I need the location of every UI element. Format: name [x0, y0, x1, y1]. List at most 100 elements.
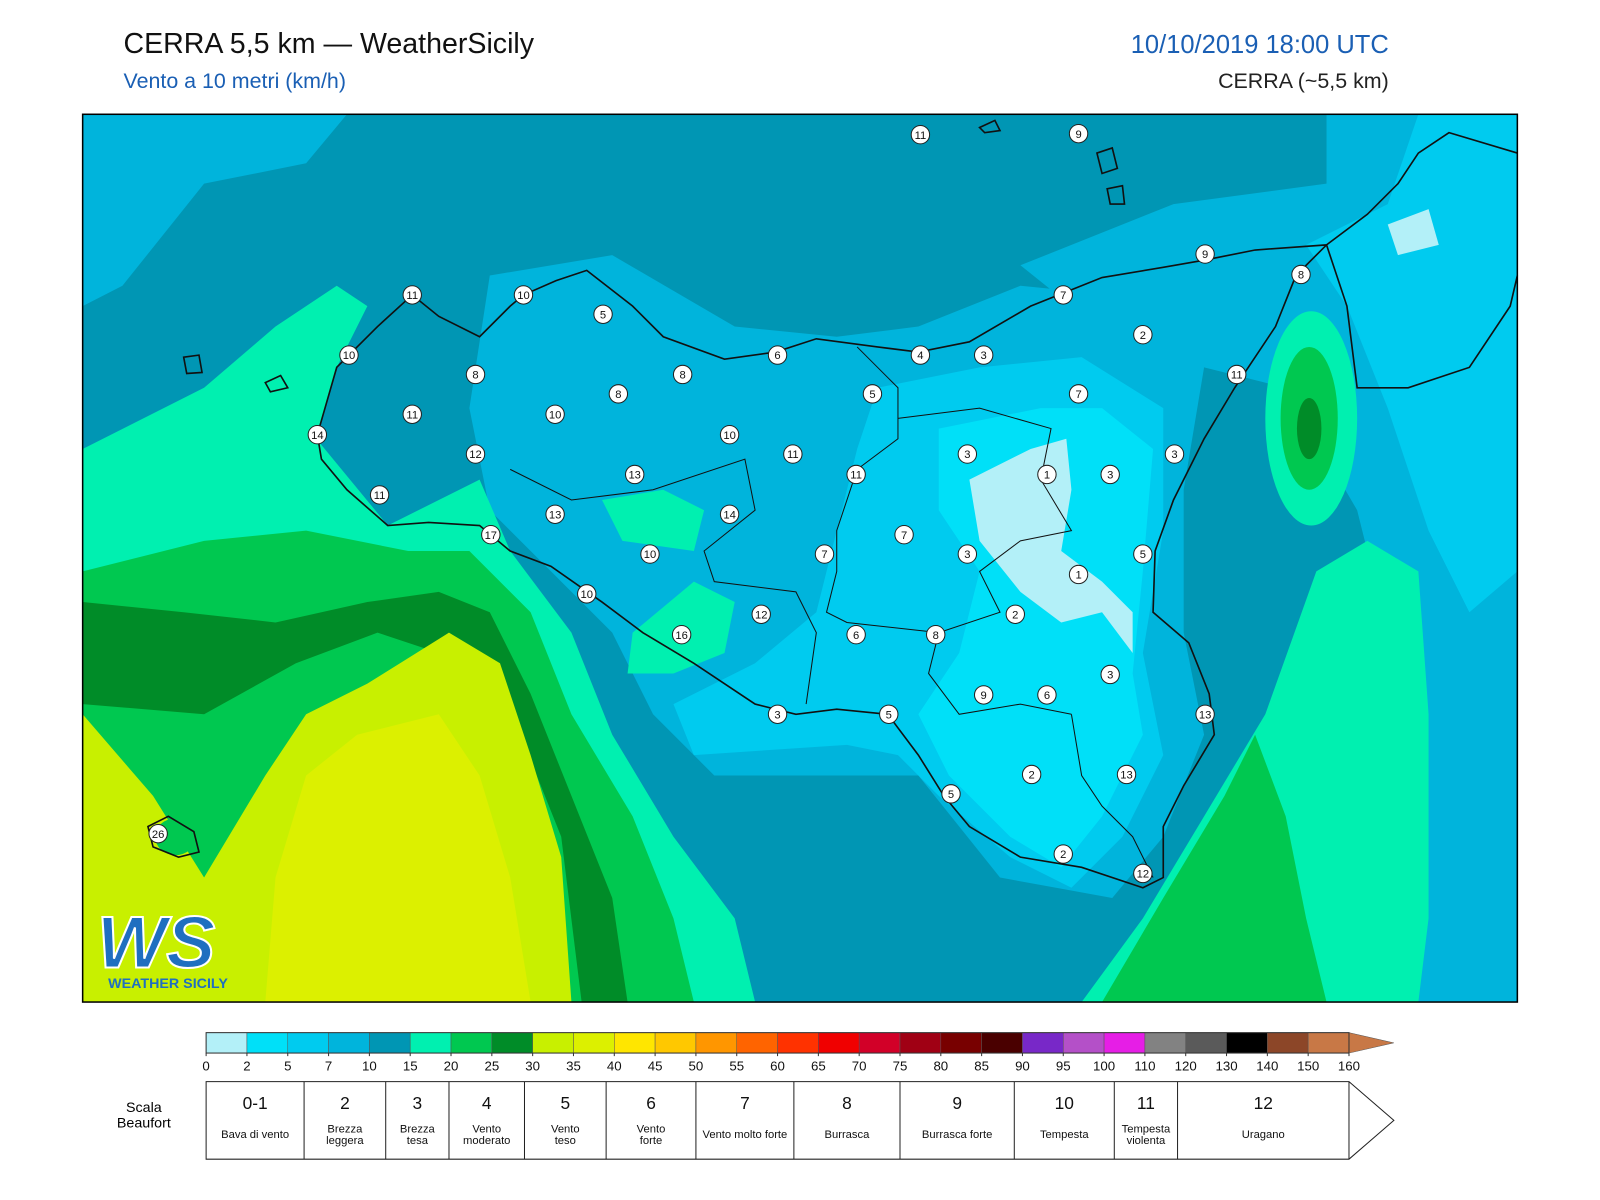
color-bin: [1063, 1032, 1105, 1054]
station-marker: [1068, 564, 1089, 585]
station: 8: [608, 384, 629, 404]
station: 13: [1116, 764, 1137, 785]
station: 3: [957, 444, 978, 464]
beaufort-force: 6: [646, 1093, 656, 1113]
station-marker: [1100, 664, 1120, 685]
station: 6: [846, 625, 866, 645]
station: 3: [1164, 444, 1185, 464]
station-value: 5: [600, 309, 606, 321]
colorbar-tick-label: 5: [284, 1058, 291, 1073]
colorbar-tick-label: 45: [648, 1058, 663, 1073]
colorbar-tick-label: 7: [325, 1058, 332, 1073]
color-bin: [1307, 1032, 1350, 1054]
station-value: 12: [469, 449, 481, 461]
beaufort-force: 7: [740, 1093, 750, 1113]
station-marker: [1053, 844, 1073, 864]
station-marker: [339, 345, 359, 365]
station-value: 3: [1107, 670, 1113, 682]
station-marker: [1068, 384, 1089, 404]
beaufort-name: Tempesta violenta: [1122, 1124, 1171, 1147]
station-marker: [1133, 325, 1153, 345]
station: 12: [465, 444, 486, 464]
color-bin: [450, 1032, 493, 1054]
station-marker: [1195, 704, 1215, 724]
station-value: 10: [580, 589, 592, 601]
station: 11: [369, 485, 390, 505]
color-bin: [899, 1032, 942, 1054]
station-marker: [941, 784, 961, 804]
station-value: 4: [917, 350, 923, 362]
station-marker: [767, 345, 788, 365]
station-marker: [481, 525, 501, 545]
station-marker: [783, 444, 803, 464]
station-marker: [1037, 464, 1057, 485]
station-value: 7: [901, 530, 907, 542]
station-marker: [910, 125, 931, 145]
station: 11: [402, 404, 422, 424]
color-bin: [818, 1032, 860, 1054]
station-marker: [1100, 464, 1120, 485]
station-value: 2: [1060, 849, 1066, 861]
station-marker: [894, 525, 914, 545]
station-value: 11: [406, 409, 418, 421]
station-value: 12: [755, 609, 767, 621]
station-marker: [1005, 604, 1025, 624]
station-marker: [814, 544, 835, 564]
logo: WS WEATHER SICILY: [96, 899, 228, 991]
colorbar-tick-label: 10: [362, 1058, 377, 1073]
beaufort-force: 11: [1137, 1093, 1155, 1113]
station-value: 11: [850, 470, 862, 482]
station-value: 6: [774, 350, 780, 362]
color-bin: [1022, 1032, 1064, 1054]
station: 5: [593, 304, 613, 324]
station-value: 10: [644, 549, 656, 561]
beaufort-force: 0-1: [243, 1093, 268, 1113]
station-value: 5: [948, 789, 954, 801]
station-marker: [1195, 244, 1215, 264]
colorbar: 0 2 5 7 10 15 20 25 30 35 40 45 50 55 60 65 70 75 80 85 90 95…: [202, 1032, 1394, 1073]
beaufort-force: 3: [413, 1093, 423, 1113]
station: 3: [1100, 464, 1120, 485]
station: 12: [751, 604, 771, 624]
color-bin: [777, 1032, 819, 1054]
station-marker: [1116, 764, 1137, 785]
station: 7: [1068, 384, 1089, 404]
station-value: 14: [311, 430, 323, 442]
station: 1: [1068, 564, 1089, 585]
station-value: 10: [517, 290, 529, 302]
station: 2: [1053, 844, 1073, 864]
station: 10: [545, 404, 565, 424]
color-bin: [491, 1032, 533, 1054]
station: 10: [339, 345, 359, 365]
beaufort-name: Brezza leggera: [326, 1124, 364, 1147]
beaufort-name: Tempesta: [1040, 1129, 1089, 1141]
station-value: 7: [1075, 389, 1081, 401]
station: 5: [941, 784, 961, 804]
color-bin: [573, 1032, 615, 1054]
station-marker: [545, 504, 565, 524]
station-marker: [1133, 544, 1153, 564]
station-value: 12: [1137, 869, 1149, 881]
station-marker: [973, 345, 994, 365]
station: 13: [545, 504, 565, 524]
station-value: 3: [1107, 470, 1113, 482]
colorbar-tick-label: 110: [1134, 1058, 1155, 1073]
station-value: 6: [853, 630, 859, 642]
station-value: 13: [1120, 770, 1132, 782]
colorbar-tick-label: 85: [974, 1058, 989, 1073]
station-marker: [1227, 364, 1247, 385]
colorbar-tick-label: 140: [1256, 1058, 1278, 1073]
station-marker: [879, 704, 899, 724]
station-value: 10: [343, 350, 355, 362]
colorbar-tick-label: 95: [1056, 1058, 1071, 1073]
station-marker: [307, 425, 328, 445]
station-marker: [957, 544, 978, 564]
station-marker: [1053, 285, 1073, 305]
station-marker: [846, 464, 866, 485]
station-value: 3: [964, 449, 970, 461]
station-marker: [751, 604, 771, 624]
station: 14: [719, 504, 740, 524]
station-marker: [402, 285, 422, 305]
